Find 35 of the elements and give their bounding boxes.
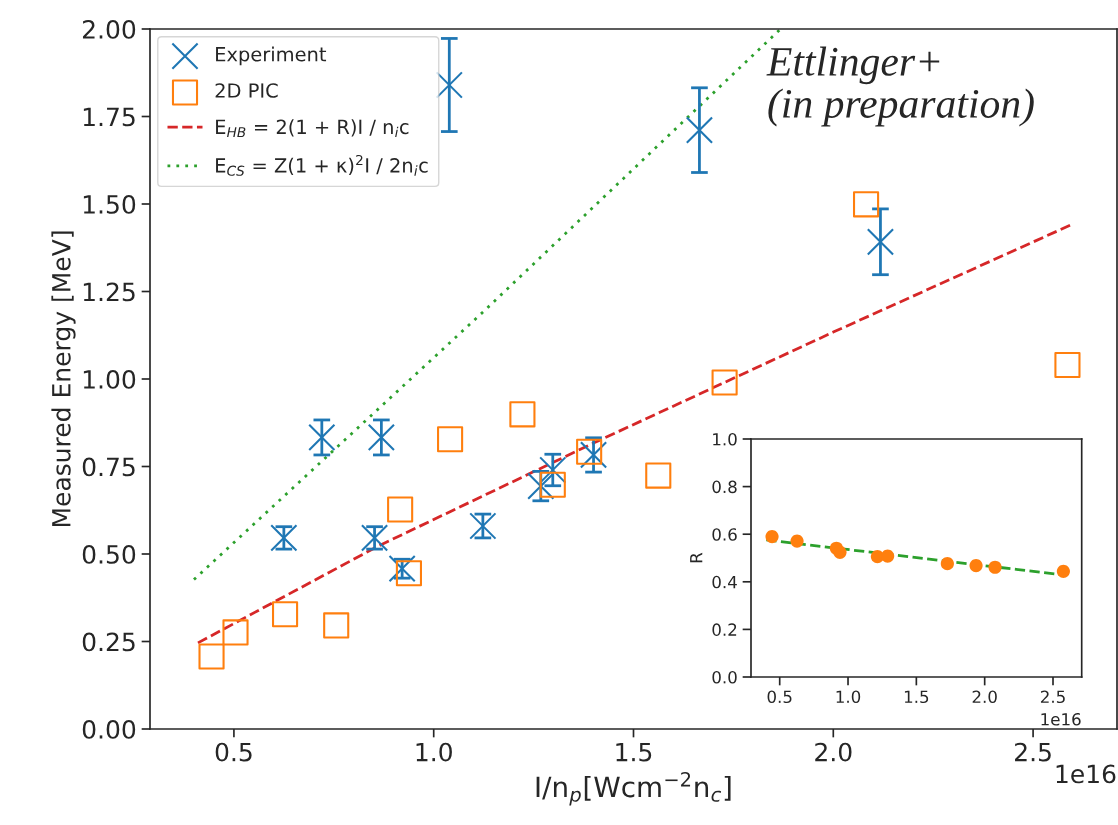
x-tick-label: 0.5 xyxy=(215,742,252,762)
y-tick-label: 0.2 xyxy=(712,623,737,636)
x-tick-label: 1.5 xyxy=(904,690,929,704)
x-tick-label: 2.0 xyxy=(972,690,997,704)
x-tick-label: 0.5 xyxy=(767,690,792,704)
x-tick-label: 2.5 xyxy=(1040,690,1065,704)
y-tick-label: 0.6 xyxy=(712,528,737,541)
y-tick-label: 1.25 xyxy=(83,282,135,302)
legend-label: E$_{CS}$ = Z(1 + κ)$^{2}$I / 2n$_{i}$c xyxy=(216,154,428,176)
y-tick-label: 1.50 xyxy=(83,194,136,214)
y-axis-title: R xyxy=(690,552,703,563)
legend-label: 2D PIC xyxy=(215,83,278,98)
x-axis-title: I/n$_{p}$[Wcm$^{−2}$n$_{c}$] xyxy=(536,771,731,806)
y-tick-label: 0.00 xyxy=(82,719,136,739)
y-tick-label: 0.25 xyxy=(82,632,135,652)
y-tick-label: 2.00 xyxy=(82,19,136,39)
x-tick-label: 1.0 xyxy=(836,690,861,704)
x-tick-label: 2.0 xyxy=(815,742,852,762)
x-tick-label: 1.0 xyxy=(416,742,452,762)
legend-label: E$_{HB}$ = 2(1 + R)I / n$_{i}$c xyxy=(216,119,409,138)
y-axis-title: Measured Energy [MeV] xyxy=(51,231,76,527)
text: 1e16 xyxy=(1056,764,1116,784)
x-tick-label: 2.5 xyxy=(1015,742,1051,762)
y-tick-label: 1.75 xyxy=(83,107,135,127)
y-tick-label: 0.75 xyxy=(82,457,135,477)
annotation: 1e16 xyxy=(1041,712,1081,726)
y-tick-label: 0.4 xyxy=(712,575,737,589)
y-tick-label: 0.0 xyxy=(712,670,737,684)
y-tick-label: 0.50 xyxy=(82,544,136,564)
x-tick-label: 1.5 xyxy=(616,742,652,762)
annotation: Ettlinger+ (in preparation) xyxy=(766,46,1034,127)
y-tick-label: 1.0 xyxy=(713,432,737,446)
legend-label: Experiment xyxy=(216,46,327,66)
y-tick-label: 1.00 xyxy=(83,369,136,389)
y-tick-label: 0.8 xyxy=(712,480,737,494)
